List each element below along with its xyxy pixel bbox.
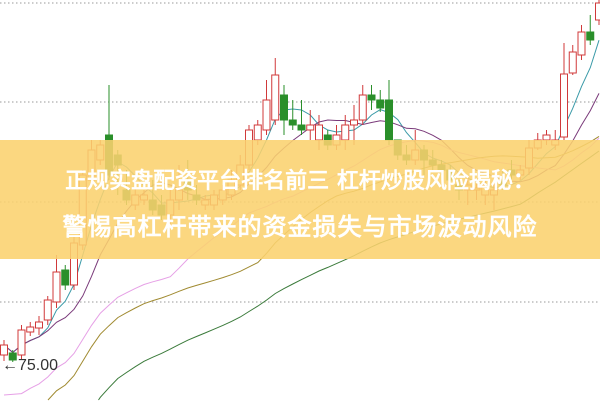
candle-body bbox=[262, 99, 271, 131]
candle-body bbox=[315, 124, 323, 141]
candle-body bbox=[17, 329, 26, 356]
candle-body bbox=[358, 94, 367, 121]
candle-body bbox=[586, 31, 595, 41]
candle-body bbox=[271, 74, 280, 121]
candle-body bbox=[367, 94, 376, 101]
candle-body bbox=[560, 73, 568, 138]
candle-body bbox=[595, 2, 600, 21]
candle-body bbox=[376, 99, 385, 109]
candle-body bbox=[350, 119, 358, 126]
low-price-marker: ←75.00 bbox=[2, 357, 58, 375]
arrow-left-icon: ← bbox=[2, 357, 18, 374]
candle-body bbox=[306, 124, 315, 131]
candle-body bbox=[288, 119, 297, 126]
title-line-2: 警惕高杠杆带来的资金损失与市场波动风险 bbox=[62, 213, 538, 241]
candle-body bbox=[0, 344, 8, 356]
candle-body bbox=[568, 51, 577, 74]
candle-body bbox=[341, 124, 350, 141]
candle-body bbox=[43, 299, 52, 321]
candle-body bbox=[8, 352, 17, 361]
candle-body bbox=[297, 124, 306, 131]
title-banner: 正规实盘配资平台排名前三 杠杆炒股风险揭秘： 警惕高杠杆带来的资金损失与市场波动… bbox=[0, 140, 600, 259]
title-line-1: 正规实盘配资平台排名前三 杠杆炒股风险揭秘： bbox=[65, 169, 535, 194]
low-price-label: 75.00 bbox=[18, 357, 59, 374]
candle-body bbox=[577, 31, 586, 56]
candle-body bbox=[385, 99, 393, 141]
candle-body bbox=[253, 124, 262, 141]
candle-body bbox=[26, 326, 35, 333]
candle-body bbox=[280, 94, 288, 121]
candle-body bbox=[52, 271, 61, 303]
candle-body bbox=[35, 321, 43, 329]
candle-body bbox=[61, 269, 70, 286]
